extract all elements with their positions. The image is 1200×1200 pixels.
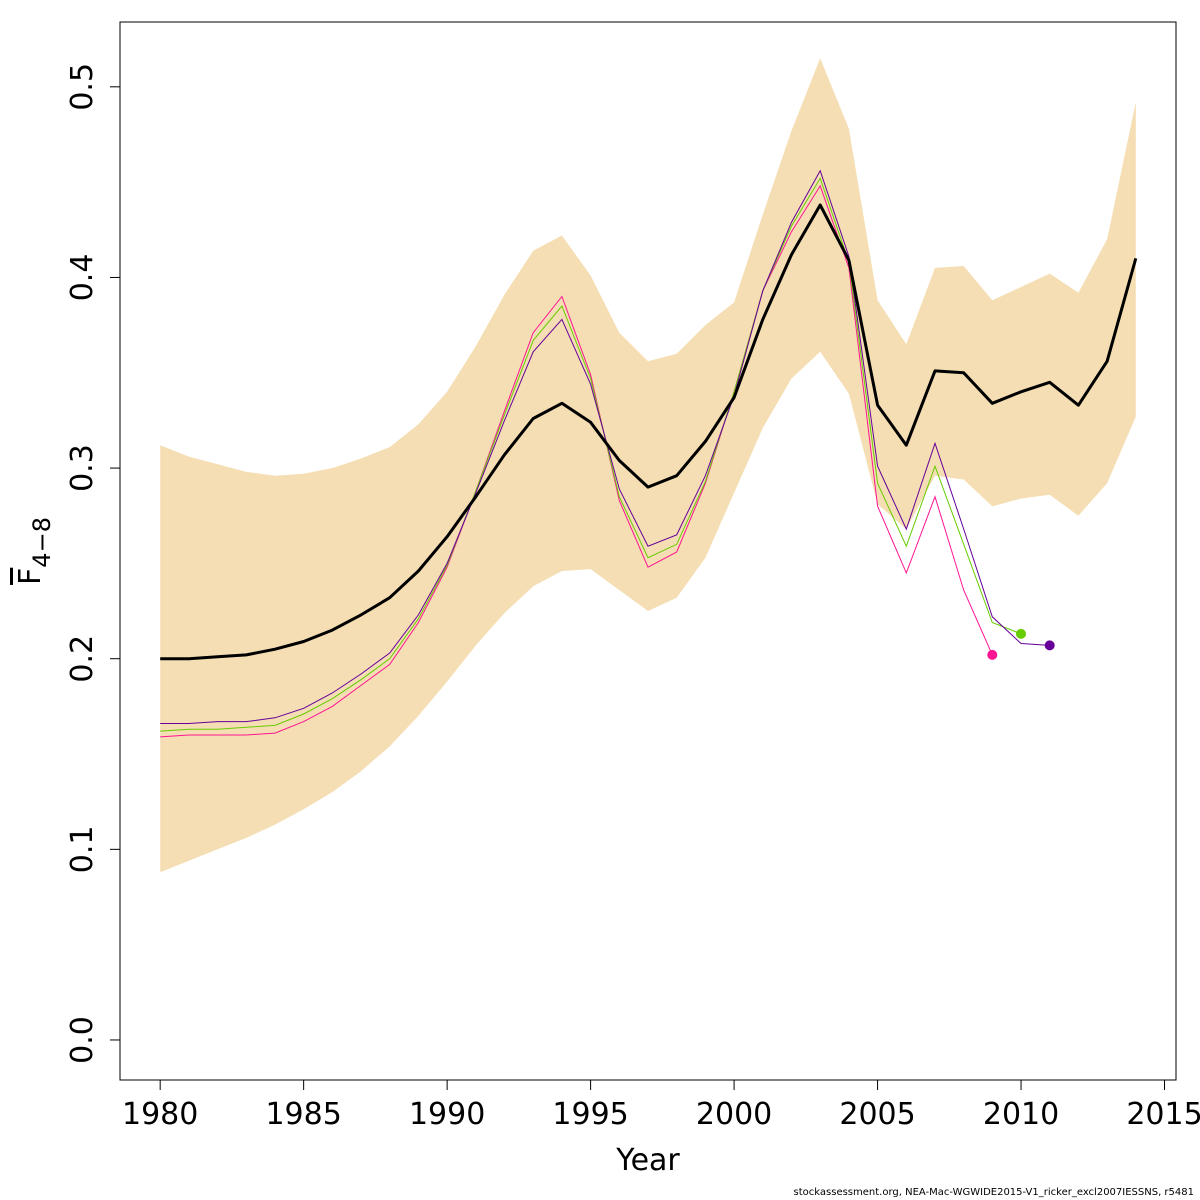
svg-text:F4−8: F4−8: [13, 517, 56, 585]
retro-series-endpoint-3: [1044, 640, 1055, 651]
x-tick-label: 1980: [122, 1097, 198, 1132]
y-axis: 0.0 0.1 0.2 0.3 0.4 0.5: [65, 63, 121, 1064]
retro-series-line-2: [160, 177, 1022, 732]
y-tick-label: 0.3: [65, 444, 100, 492]
x-tick-label: 2005: [839, 1097, 915, 1132]
x-tick-label: 1990: [409, 1097, 485, 1132]
retro-series-line-1: [160, 184, 993, 738]
y-tick-label: 0.2: [65, 635, 100, 683]
y-tick-label: 0.1: [65, 825, 100, 873]
series-layer: [160, 169, 1138, 738]
x-tick-label: 1985: [265, 1097, 341, 1132]
y-axis-title-subscript: 4−8: [28, 517, 56, 568]
y-tick-label: 0.5: [65, 63, 100, 111]
retro-series-line-3: [160, 169, 1050, 724]
x-tick-label: 1995: [552, 1097, 628, 1132]
confidence-band: [160, 58, 1136, 873]
main-series-line: [160, 203, 1138, 661]
footer-source-note: stockassessment.org, NEA-Mac-WGWIDE2015-…: [793, 1187, 1194, 1198]
x-axis-title: Year: [615, 1143, 680, 1178]
y-axis-title-main: F: [13, 568, 48, 585]
retro-series-endpoint-1: [987, 649, 998, 660]
x-tick-label: 2010: [983, 1097, 1059, 1132]
x-tick-label: 2015: [1126, 1097, 1200, 1132]
y-tick-label: 0.4: [65, 254, 100, 302]
retro-series-endpoint-2: [1016, 628, 1026, 639]
confidence-band-layer: [160, 58, 1136, 873]
y-tick-label: 0.0: [65, 1016, 100, 1064]
y-axis-title: F4−8: [13, 517, 56, 585]
x-tick-label: 2000: [696, 1097, 772, 1132]
x-axis: 1980 1985 1990 1995 2000 2005 2010 2015: [122, 1079, 1200, 1132]
